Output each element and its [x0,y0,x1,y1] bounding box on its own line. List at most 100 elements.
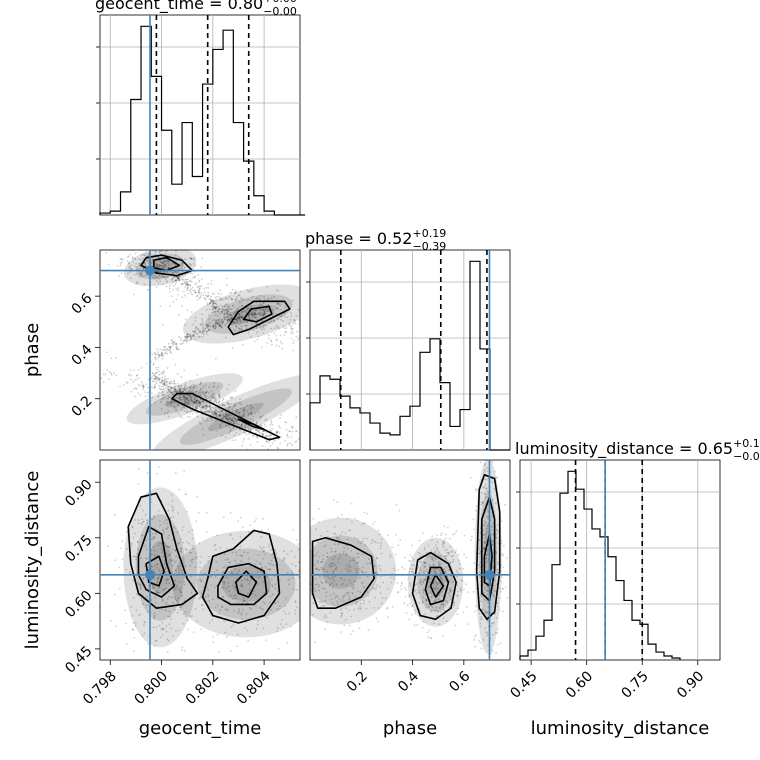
sample-point [483,472,485,475]
sample-point [292,528,295,531]
sample-point [330,550,333,553]
sample-point [240,424,243,427]
sample-point [130,544,133,547]
sample-point [230,428,232,431]
sample-point [192,276,195,279]
sample-point [189,257,192,260]
sample-point [256,570,259,573]
sample-point [203,287,206,290]
sample-point [168,390,171,393]
sample-point [427,554,430,557]
sample-point [208,404,211,407]
sample-point [271,310,274,313]
sample-point [351,521,353,523]
sample-point [200,400,202,403]
sample-point [191,537,194,540]
sample-point [247,307,249,310]
sample-point [276,302,279,305]
sample-point [250,608,252,611]
sample-point [288,583,290,586]
sample-point [189,615,192,618]
histogram-step-luminosity_distance [519,470,681,660]
sample-point [262,314,265,317]
sample-point [160,547,163,550]
sample-point [223,313,226,316]
sample-point [173,340,176,343]
sample-point [205,333,208,336]
sample-point [275,312,278,315]
sample-point [190,575,192,578]
sample-point [319,576,321,579]
sample-point [485,515,488,518]
sample-point [199,394,202,397]
sample-point [375,572,378,575]
sample-point [186,402,189,405]
sample-point [218,321,221,324]
sample-point [263,324,265,327]
sample-point [462,611,465,613]
sample-point [303,555,305,557]
sample-point [196,298,199,301]
sample-point [125,568,128,571]
sample-point [238,569,240,572]
sample-point [395,503,398,506]
sample-point [128,261,131,264]
sample-point [330,547,333,550]
sample-point [203,297,206,300]
sample-point [215,319,218,322]
sample-point [232,624,235,627]
sample-point [444,537,447,540]
sample-point [199,285,202,288]
sample-point [232,422,235,425]
sample-point [491,564,494,567]
sample-point [159,572,162,575]
sample-point [479,641,482,644]
sample-point [237,318,240,320]
sample-point [227,318,230,321]
sample-point [321,582,324,585]
sample-point [199,578,202,581]
sample-point [151,353,153,355]
sample-point [349,559,352,562]
sample-point [428,586,430,589]
sample-point [269,434,272,437]
sample-point [132,579,134,582]
sample-point [244,627,246,630]
sample-point [256,560,259,563]
sample-point [436,534,439,537]
sample-point [157,353,160,356]
scatter-panel-phase-luminosity_distance [309,459,511,661]
sample-point [194,316,197,319]
sample-point [210,389,213,392]
sample-point [153,535,156,538]
sample-point [154,275,156,278]
sample-point [206,417,209,420]
sample-point [408,595,410,598]
sample-point [156,578,159,581]
sample-point [154,601,157,604]
sample-point [154,251,157,253]
sample-point [168,582,171,585]
sample-point [408,618,410,621]
sample-point [218,308,221,310]
sample-point [216,569,219,572]
sample-point [286,433,289,436]
sample-point [170,571,173,574]
sample-point [189,379,191,382]
sample-point [153,549,156,552]
sample-point [245,324,248,326]
sample-point [174,363,177,366]
sample-point [241,584,244,587]
sample-point [208,555,211,558]
sample-point [484,631,487,634]
sample-point [367,594,369,597]
sample-point [221,606,224,609]
sample-point [269,568,271,571]
sample-point [252,314,255,316]
sample-point [186,333,189,336]
sample-point [320,581,322,583]
sample-point [203,410,206,413]
sample-point [209,407,212,409]
sample-point [229,430,232,433]
sample-point [352,559,354,562]
